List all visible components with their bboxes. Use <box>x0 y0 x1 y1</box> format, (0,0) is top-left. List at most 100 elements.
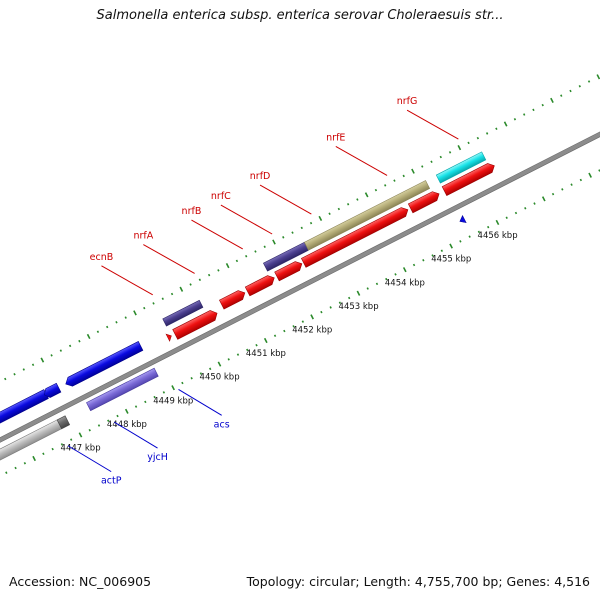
gene-leader-line <box>220 204 273 235</box>
gene-label-acs[interactable]: acs <box>214 419 230 430</box>
kbp-tick-label: 4456 kbp <box>478 231 518 241</box>
outer-ruler-tick <box>346 203 350 206</box>
kbp-tick-label: 4455 kbp <box>431 255 471 265</box>
inner-ruler-tick <box>70 438 73 441</box>
inner-ruler-tick <box>199 372 203 375</box>
outer-ruler-tick <box>448 151 452 154</box>
kbp-tick-label: 4451 kbp <box>246 349 286 359</box>
outer-ruler-tick <box>337 207 341 211</box>
inner-ruler-tick <box>171 385 175 391</box>
outer-ruler-tick <box>217 269 220 272</box>
outer-ruler-tick <box>50 354 53 357</box>
outer-ruler-tick <box>560 94 563 97</box>
gene-blue-left-b[interactable] <box>42 382 62 399</box>
inner-ruler-tick <box>51 447 54 451</box>
outer-ruler-tick <box>439 155 442 159</box>
inner-ruler-tick <box>459 240 462 243</box>
operon-cyan[interactable] <box>435 151 487 184</box>
outer-ruler-tick <box>282 236 285 239</box>
gene-labels-bottom: acs yjcH actP <box>67 389 230 487</box>
inner-ruler-tick <box>541 196 546 202</box>
gene-nrfG[interactable] <box>407 189 441 214</box>
outer-ruler-tick <box>457 145 462 151</box>
gene-nrfE[interactable] <box>300 205 410 268</box>
inner-ruler-tick <box>505 216 508 219</box>
outer-ruler-tick <box>68 344 72 348</box>
gene-nrfA[interactable] <box>172 308 220 340</box>
inner-ruler-tick <box>495 219 500 226</box>
kbp-tick-label: 4454 kbp <box>385 278 425 288</box>
gene-leader-line <box>114 421 158 449</box>
outer-ruler-tick <box>179 286 184 292</box>
inner-ruler-tick <box>468 235 471 238</box>
gene-nrfD[interactable] <box>274 259 304 282</box>
inner-ruler-tick <box>561 188 564 191</box>
inner-ruler-tick <box>320 310 323 314</box>
outer-ruler-tick <box>263 245 266 249</box>
inner-ruler-tick <box>402 267 407 273</box>
gene-label-yjcH[interactable]: yjcH <box>147 452 168 463</box>
gene-next-red[interactable] <box>441 161 496 196</box>
gene-ecnB[interactable] <box>162 299 204 327</box>
inner-ruler-tick <box>162 391 166 394</box>
inner-ruler-tick <box>14 466 17 470</box>
gene-label-nrfE[interactable]: nrfE <box>326 132 345 143</box>
gene-label-actP[interactable]: actP <box>101 476 122 487</box>
gene-blue-left-a[interactable] <box>0 389 49 428</box>
reverse-strand-genes <box>0 214 467 461</box>
gene-label-ecnB[interactable]: ecnB <box>90 252 114 263</box>
inner-ruler-tick <box>477 230 481 234</box>
gene-label-nrfB[interactable]: nrfB <box>182 206 202 217</box>
inner-ruler-tick <box>524 207 527 210</box>
outer-ruler-tick <box>235 259 239 263</box>
outer-ruler-tick <box>550 97 554 103</box>
inner-ruler-tick <box>570 183 573 186</box>
gene-blue-mid[interactable] <box>63 341 144 388</box>
outer-ruler-tick <box>272 239 276 245</box>
inner-ruler-tick <box>431 254 434 257</box>
kbp-tick-labels: 4447 kbp 4448 kbp 4449 kbp 4450 kbp 4451 kbp… <box>61 231 518 453</box>
gene-lavender[interactable] <box>86 367 159 412</box>
gene-leader-line <box>259 184 312 215</box>
gene-leader-line <box>143 244 195 274</box>
outer-ruler-tick <box>31 363 35 367</box>
gene-leader-line <box>178 389 222 416</box>
inner-ruler-tick <box>88 428 91 432</box>
outer-ruler-tick <box>503 121 508 127</box>
operon-khaki[interactable] <box>303 180 431 251</box>
gene-nrfC[interactable] <box>244 273 276 297</box>
outer-ruler-tick <box>384 184 387 187</box>
gene-small-marker[interactable] <box>165 332 173 342</box>
gene-blue-right-marker[interactable] <box>458 214 467 225</box>
inner-ruler-tick <box>487 225 490 229</box>
gene-darkgrey[interactable] <box>56 415 71 430</box>
outer-ruler-tick <box>106 325 109 329</box>
inner-ruler-tick <box>153 395 156 399</box>
gene-label-nrfD[interactable]: nrfD <box>250 171 271 182</box>
gene-label-nrfA[interactable]: nrfA <box>133 231 153 242</box>
inner-ruler-tick <box>32 455 36 462</box>
gene-nrfB[interactable] <box>219 288 247 310</box>
inner-ruler-tick <box>190 377 193 380</box>
inner-ruler-tick <box>236 353 240 356</box>
outer-ruler-tick <box>485 132 489 135</box>
inner-ruler-tick <box>366 287 369 290</box>
genome-backbone <box>0 110 600 461</box>
inner-ruler-tick <box>124 408 129 414</box>
inner-ruler-tick <box>97 424 101 427</box>
outer-ruler-tick <box>532 108 535 112</box>
outer-ruler-tick <box>86 333 91 340</box>
outer-ruler-tick <box>309 221 313 225</box>
outer-ruler-tick <box>152 302 155 305</box>
gene-leader-line <box>335 146 388 176</box>
outer-ruler-tick <box>596 74 600 80</box>
inner-ruler-tick <box>116 414 119 418</box>
outer-ruler-tick <box>143 306 146 310</box>
inner-ruler-tick <box>144 400 147 404</box>
gene-label-nrfC[interactable]: nrfC <box>211 191 231 202</box>
inner-ruler-tick <box>217 361 222 367</box>
inner-ruler-tick <box>440 249 444 253</box>
outer-ruler-tick <box>587 80 591 83</box>
gene-label-nrfG[interactable]: nrfG <box>397 96 418 107</box>
